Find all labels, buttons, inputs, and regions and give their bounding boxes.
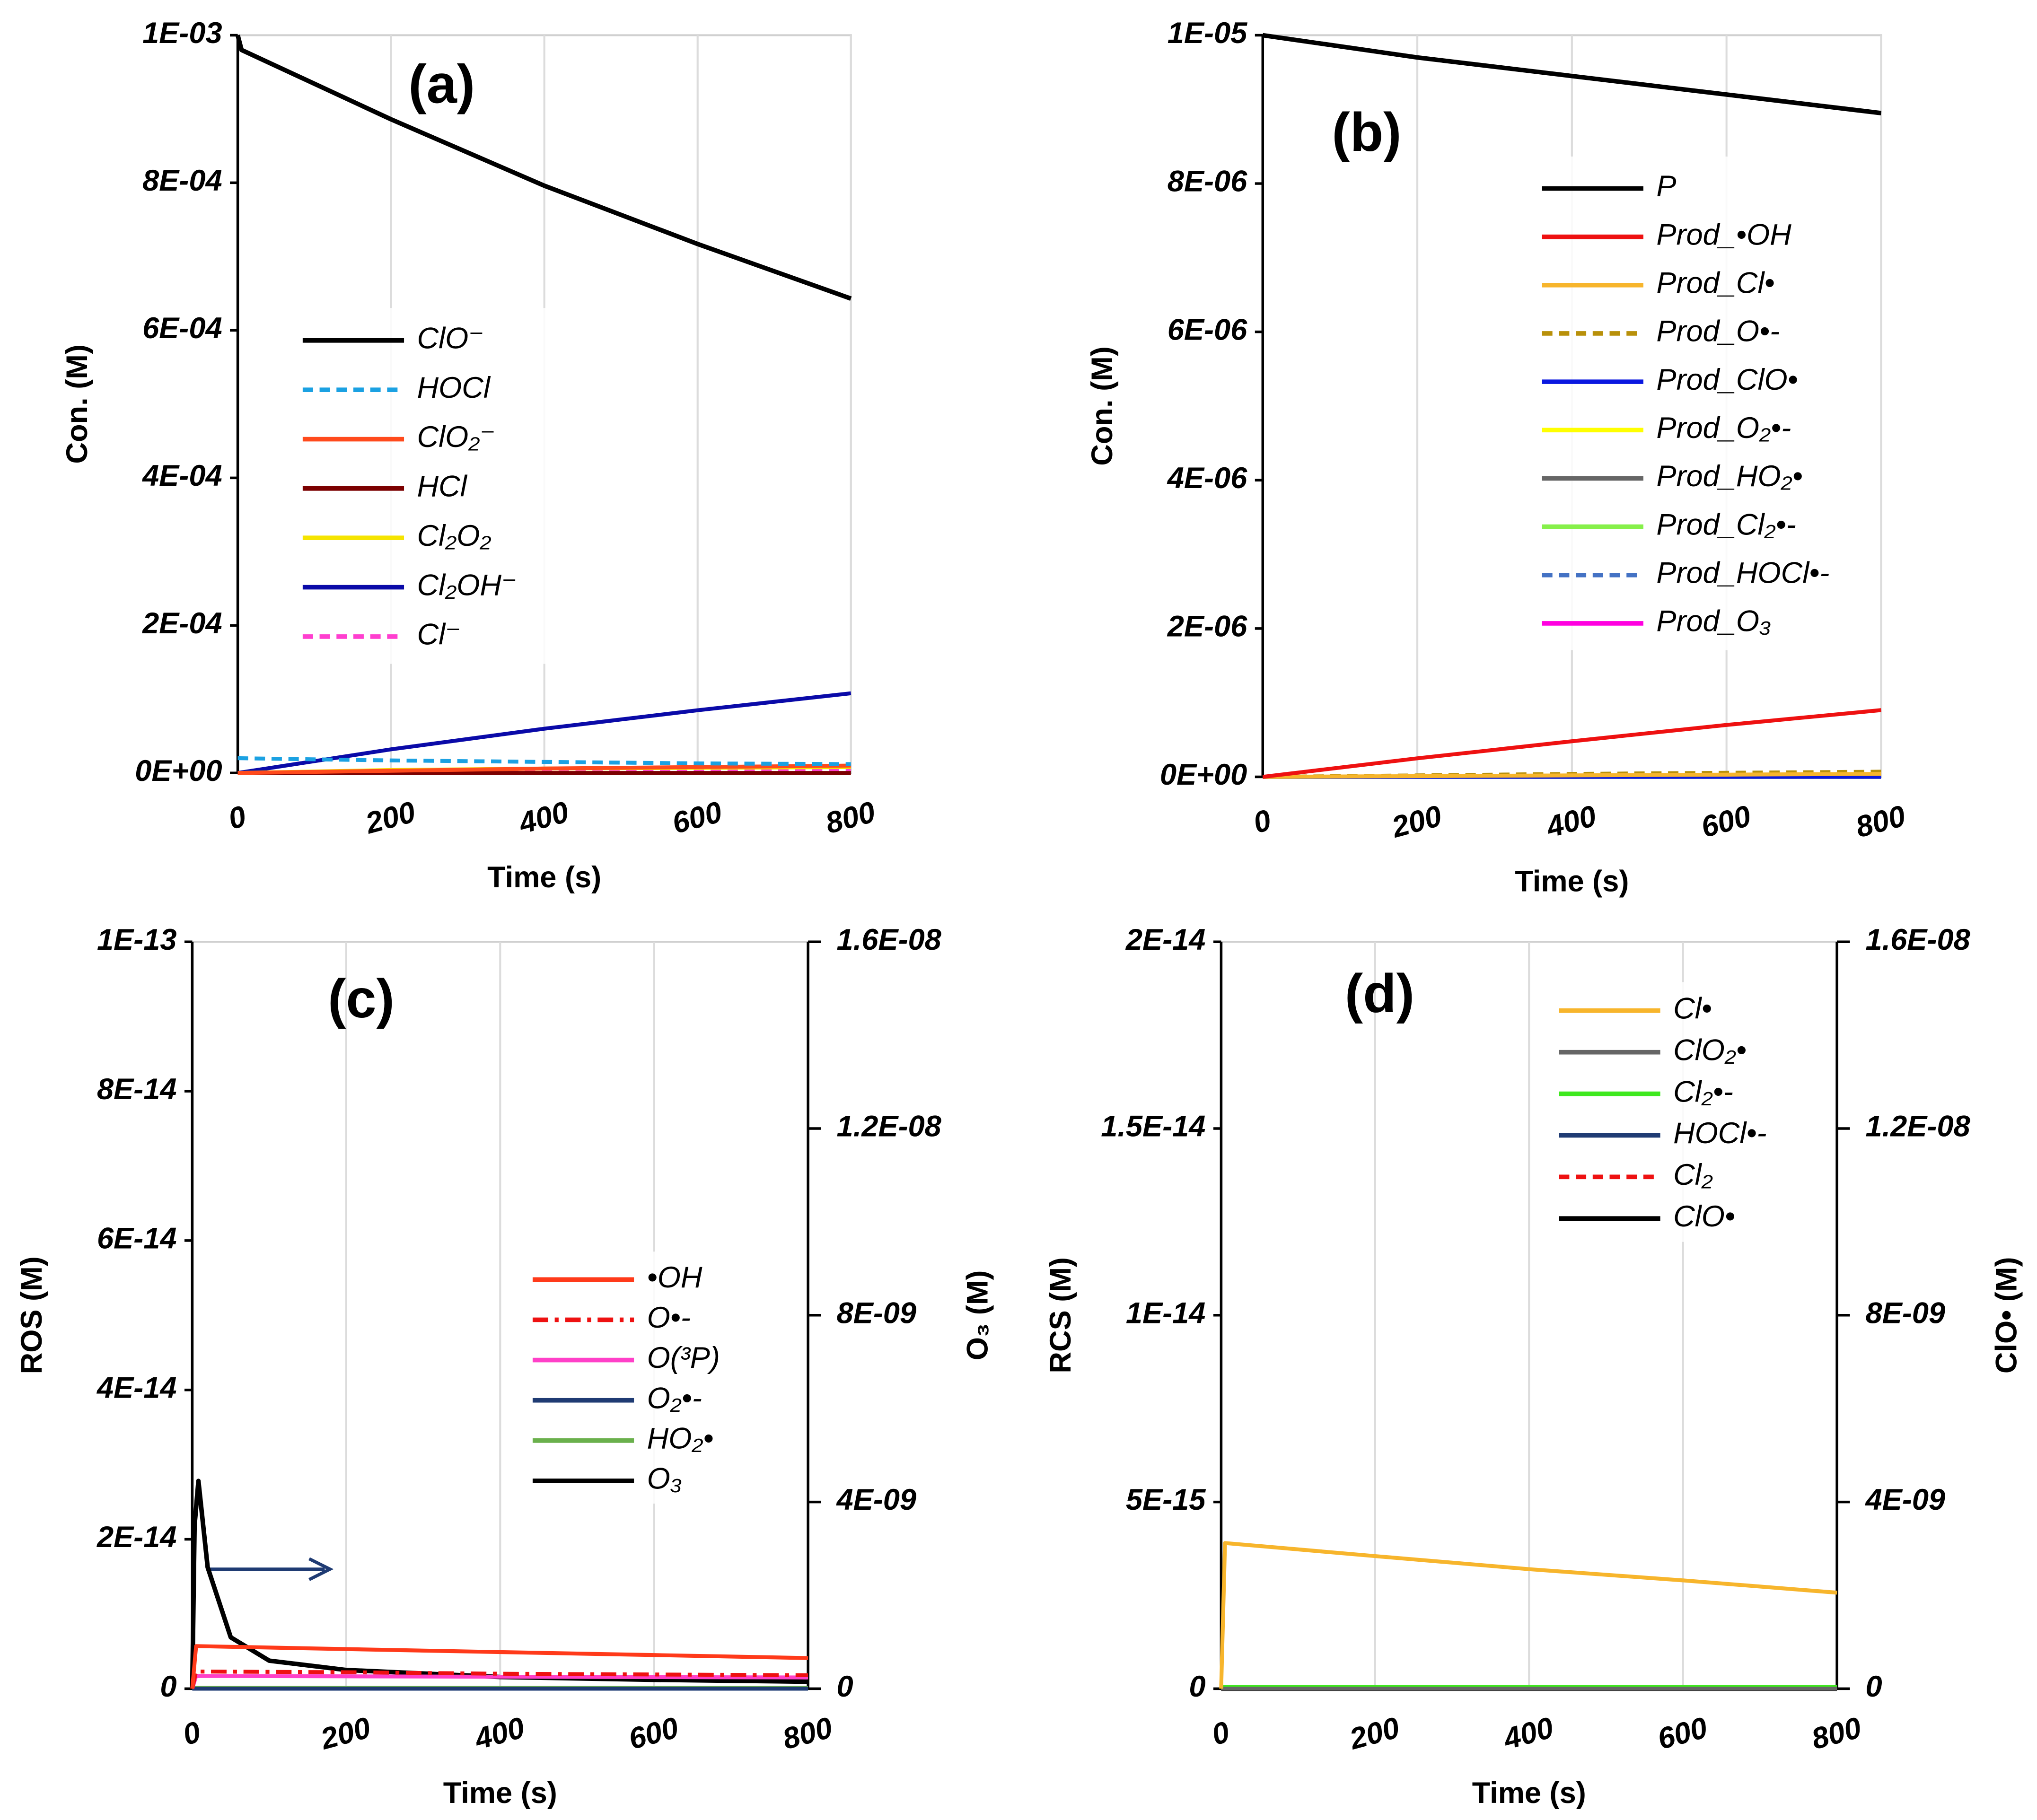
y2-tick-label: 1.2E-08 — [1866, 1110, 1971, 1143]
series-line — [1219, 1541, 1837, 1689]
legend-label: P — [1656, 170, 1676, 203]
legend-label: Prod_Cl• — [1656, 267, 1774, 300]
legend-label: Cl• — [1673, 992, 1712, 1025]
legend-label: HCl — [417, 470, 468, 503]
y-tick-label: 1E-13 — [97, 923, 177, 956]
legend-label: ClO₂• — [1673, 1033, 1747, 1067]
legend-label: Prod_ClO• — [1656, 363, 1798, 396]
y2-axis-label: O₃ (M) — [961, 1270, 994, 1361]
legend-label: Prod_O₃ — [1656, 605, 1771, 638]
y-tick-label: 4E-04 — [141, 459, 222, 492]
series-line — [1263, 772, 1881, 779]
legend-label: O₂•- — [647, 1382, 702, 1415]
y2-tick-label: 8E-09 — [1866, 1296, 1946, 1330]
y-tick-label: 1E-14 — [1126, 1296, 1206, 1330]
panel-title: (c) — [328, 969, 395, 1029]
y-axis-label: RCS (M) — [1044, 1257, 1077, 1374]
y2-tick-label: 1.2E-08 — [837, 1110, 942, 1143]
legend-label: Prod_HOCl•- — [1656, 556, 1829, 589]
series-line — [190, 1644, 808, 1689]
series-line — [237, 691, 852, 775]
y-tick-label: 8E-14 — [97, 1073, 177, 1106]
y-tick-label: 4E-14 — [96, 1371, 177, 1404]
y-tick-label: 1E-03 — [142, 17, 222, 50]
x-axis-label: Time (s) — [1472, 1776, 1586, 1810]
y-tick-label: 2E-06 — [1167, 610, 1247, 643]
y-tick-label: 0E+00 — [135, 754, 222, 788]
panel-title: (b) — [1332, 102, 1401, 163]
y-tick-label: 0E+00 — [1160, 758, 1247, 791]
legend-label: Prod_•OH — [1656, 218, 1791, 251]
legend-label: Cl₂OH⁻ — [417, 569, 518, 602]
legend-label: Cl⁻ — [417, 618, 461, 651]
y-axis-label: Con. (M) — [1086, 346, 1119, 466]
y-tick-label: 1.5E-14 — [1101, 1110, 1205, 1143]
legend-label: Cl₂O₂ — [417, 519, 492, 552]
panel-title: (a) — [408, 54, 475, 115]
legend-label: HOCl — [417, 371, 491, 404]
legend-box — [287, 308, 560, 664]
legend-box — [1543, 982, 1817, 1242]
y2-tick-label: 8E-09 — [837, 1296, 917, 1330]
y-tick-label: 5E-15 — [1126, 1483, 1206, 1516]
series-line — [1262, 33, 1882, 115]
legend-label: ClO• — [1673, 1200, 1735, 1233]
y-tick-label: 6E-14 — [97, 1222, 177, 1255]
y2-axis-label: ClO• (M) — [1990, 1257, 2023, 1374]
legend-label: O(³P) — [647, 1341, 720, 1374]
legend-label: ClO⁻ — [417, 322, 484, 355]
y-axis-label: ROS (M) — [15, 1256, 48, 1374]
legend-label: Prod_O₂•- — [1656, 411, 1791, 445]
y-tick-label: 2E-14 — [1125, 923, 1206, 956]
legend-label: HOCl•- — [1673, 1117, 1767, 1150]
x-axis-label: Time (s) — [443, 1776, 557, 1810]
series-line — [1262, 708, 1881, 779]
legend-label: Prod_Cl₂•- — [1656, 508, 1796, 541]
y-tick-label: 6E-04 — [142, 312, 222, 345]
y2-tick-label: 0 — [1866, 1670, 1882, 1703]
arrow-head — [308, 1557, 334, 1581]
legend-label: HO₂• — [647, 1422, 714, 1455]
legend-label: •OH — [647, 1261, 702, 1294]
y2-tick-label: 4E-09 — [836, 1483, 917, 1516]
y2-tick-label: 1.6E-08 — [837, 923, 942, 956]
y-tick-label: 2E-04 — [142, 607, 222, 640]
panel-title: (d) — [1345, 963, 1414, 1024]
y-tick-label: 8E-04 — [142, 164, 222, 197]
y-tick-label: 4E-06 — [1167, 462, 1247, 495]
y2-tick-label: 4E-09 — [1865, 1483, 1946, 1516]
legend-label: Prod_HO₂• — [1656, 460, 1802, 493]
y2-tick-label: 1.6E-08 — [1866, 923, 1971, 956]
legend-label: O•- — [647, 1301, 691, 1334]
y-tick-label: 1E-05 — [1168, 17, 1247, 50]
y-tick-label: 6E-06 — [1168, 313, 1247, 346]
legend-label: Cl₂•- — [1673, 1075, 1733, 1108]
y-tick-label: 0 — [1189, 1670, 1205, 1703]
x-axis-label: Time (s) — [487, 861, 601, 894]
series-line — [235, 35, 852, 301]
y2-tick-label: 0 — [837, 1670, 853, 1703]
legend-label: ClO₂⁻ — [417, 420, 496, 454]
y-tick-label: 2E-14 — [97, 1521, 177, 1554]
series-line — [237, 756, 851, 766]
y-tick-label: 0 — [160, 1670, 176, 1703]
legend-box — [517, 1251, 790, 1504]
y-axis-label: Con. (M) — [61, 344, 94, 464]
series-line — [237, 763, 851, 775]
legend-label: O₃ — [647, 1462, 682, 1496]
y-tick-label: 8E-06 — [1168, 165, 1247, 198]
legend-label: Cl₂ — [1673, 1158, 1713, 1191]
legend-label: Prod_O•- — [1656, 315, 1780, 348]
x-axis-label: Time (s) — [1515, 865, 1629, 898]
